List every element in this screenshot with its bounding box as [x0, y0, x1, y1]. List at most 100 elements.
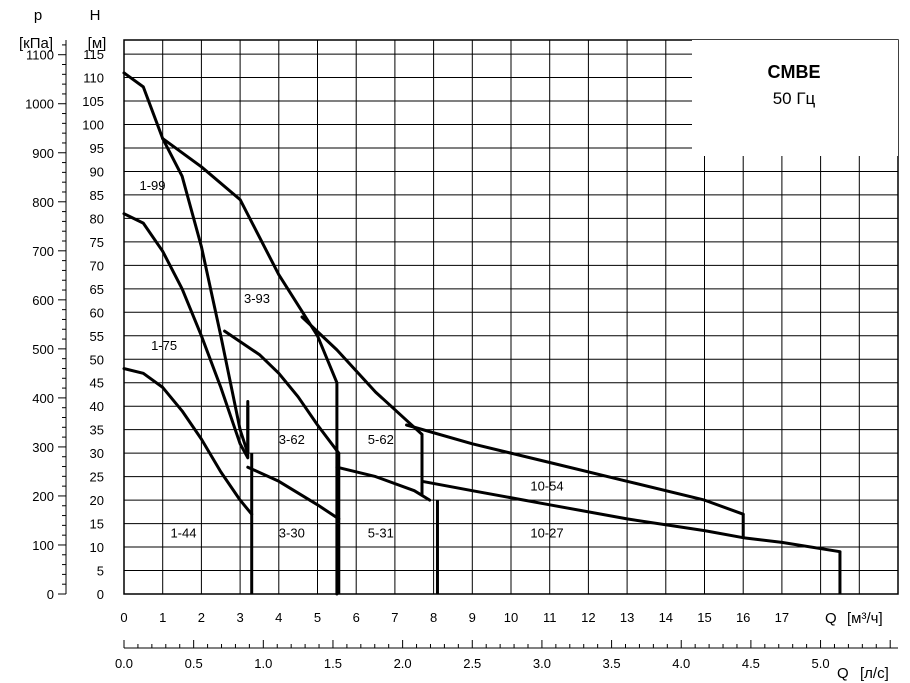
- curve-1-99: [122, 71, 250, 455]
- curve-label-3-30: 3-30: [279, 526, 305, 541]
- flow-m3h-tick-label: 5: [314, 610, 321, 625]
- flow-ls-tick-label: 1.5: [324, 656, 342, 671]
- flow-ls-tick-label: 0.5: [185, 656, 203, 671]
- curve-label-1-44: 1-44: [170, 526, 196, 541]
- flow-m3h-tick-label: 6: [353, 610, 360, 625]
- pressure-tick-label: 100: [32, 538, 54, 553]
- pressure-tick-label: 400: [32, 391, 54, 406]
- flow-ls-axis: 0.0 0.5 1.0 1.5 2.0 2.5 3.0 3.5 4.0 4.5 5.0: [115, 640, 898, 671]
- head-axis-unit: [м]: [88, 35, 107, 52]
- head-tick-label: 5: [97, 564, 104, 579]
- curve-1-75: [122, 212, 250, 460]
- flow-m3h-tick-label: 7: [391, 610, 398, 625]
- plot-frame: [123, 39, 899, 595]
- curve-labels: 1-99 1-75 1-44 3-93 3-62 3-30 5-62 5-31 10-54 10-…: [139, 178, 563, 540]
- pressure-tick-label: 800: [32, 195, 54, 210]
- curve-10-27: [420, 479, 842, 554]
- head-tick-label: 105: [82, 94, 104, 109]
- head-tick-label: 80: [90, 211, 104, 226]
- head-tick-label: 85: [90, 188, 104, 203]
- flow-ls-tick-label: 0.0: [115, 656, 133, 671]
- curve-label-3-62: 3-62: [279, 432, 305, 447]
- curve-1-44: [122, 367, 254, 516]
- flow-m3h-tick-label: 3: [236, 610, 243, 625]
- flow-m3h-tick-label: 0: [120, 610, 127, 625]
- head-axis: 0 5 10 15 20 25 30 35 40 45 50 55 60 65 70 75 80 85 90 95 10…: [82, 47, 104, 602]
- curve-label-10-27: 10-27: [530, 526, 563, 541]
- head-tick-label: 45: [90, 376, 104, 391]
- flow-m3h-tick-label: 11: [543, 610, 557, 625]
- flow-m3h-tick-label: 8: [430, 610, 437, 625]
- head-tick-label: 75: [90, 235, 104, 250]
- flow-m3h-tick-label: 12: [581, 610, 595, 625]
- head-tick-label: 100: [82, 118, 104, 133]
- flow-ls-tick-label: 3.5: [603, 656, 621, 671]
- head-tick-label: 115: [83, 47, 104, 62]
- curve-label-3-93: 3-93: [244, 291, 270, 306]
- head-tick-label: 25: [90, 470, 104, 485]
- pressure-tick-label: 500: [32, 342, 54, 357]
- head-tick-label: 90: [90, 164, 104, 179]
- head-tick-label: 30: [90, 446, 104, 461]
- flow-ls-tick-label: 4.0: [672, 656, 690, 671]
- head-tick-label: 55: [90, 329, 104, 344]
- curve-label-1-99: 1-99: [139, 178, 165, 193]
- head-tick-label: 0: [97, 587, 104, 602]
- chart-title: CMBE: [768, 62, 821, 82]
- flow-ls-tick-label: 5.0: [812, 656, 830, 671]
- pressure-tick-label: 600: [32, 293, 54, 308]
- flow-m3h-axis: 0 1 2 3 4 5 6 7 8 9 10 11 12 13 14 15 16 17: [120, 610, 789, 625]
- pressure-tick-label: 1000: [25, 97, 54, 112]
- head-tick-label: 40: [90, 399, 104, 414]
- pressure-tick-label: 0: [47, 587, 54, 602]
- pressure-tick-label: 900: [32, 146, 54, 161]
- flow-m3h-tick-label: 16: [736, 610, 750, 625]
- flow-m3h-tick-label: 14: [659, 610, 673, 625]
- curve-10-54: [405, 423, 745, 516]
- head-tick-label: 35: [90, 423, 104, 438]
- head-tick-label: 95: [90, 141, 104, 156]
- chart-subtitle: 50 Гц: [773, 89, 816, 108]
- pressure-tick-label: 700: [32, 244, 54, 259]
- curve-label-5-31: 5-31: [368, 526, 394, 541]
- head-tick-label: 50: [90, 352, 104, 367]
- flow-m3h-tick-label: 1: [159, 610, 166, 625]
- head-axis-symbol: H: [90, 7, 101, 24]
- flow-m3h-tick-label: 2: [198, 610, 205, 625]
- flow-ls-axis-unit: [л/с]: [860, 665, 889, 682]
- curve-label-5-62: 5-62: [368, 432, 394, 447]
- flow-m3h-tick-label: 15: [697, 610, 711, 625]
- curve-5-31: [335, 465, 432, 502]
- flow-m3h-tick-label: 4: [275, 610, 282, 625]
- pressure-tick-label: 200: [32, 489, 54, 504]
- pressure-axis: 0 100 200 300 400 500 600 700 800 900 1000 1100: [25, 40, 67, 602]
- head-tick-label: 70: [90, 258, 104, 273]
- curve-5-62: [300, 315, 424, 436]
- flow-ls-axis-label: Q: [837, 665, 849, 682]
- flow-ls-tick-label: 1.0: [254, 656, 272, 671]
- flow-m3h-tick-label: 9: [469, 610, 476, 625]
- pressure-axis-symbol: p: [34, 7, 42, 24]
- flow-ls-tick-label: 2.0: [394, 656, 412, 671]
- flow-ls-tick-label: 4.5: [742, 656, 760, 671]
- plot-border: [123, 39, 899, 595]
- head-tick-label: 20: [90, 493, 104, 508]
- flow-m3h-tick-label: 17: [775, 610, 789, 625]
- chart-title-box: [692, 40, 898, 156]
- pressure-axis-unit: [кПа]: [19, 35, 53, 52]
- head-tick-label: 10: [90, 540, 104, 555]
- flow-ls-tick-label: 2.5: [463, 656, 481, 671]
- flow-ls-tick-label: 3.0: [533, 656, 551, 671]
- pressure-tick-label: 300: [32, 440, 54, 455]
- flow-m3h-axis-label: Q: [825, 610, 837, 627]
- pressure-tick-label: 1100: [26, 48, 54, 63]
- curve-3-30: [246, 465, 341, 521]
- head-tick-label: 15: [90, 517, 104, 532]
- flow-m3h-axis-unit: [м³/ч]: [847, 610, 883, 627]
- flow-m3h-tick-label: 13: [620, 610, 634, 625]
- curve-3-93: [161, 137, 339, 596]
- curve-3-62: [223, 329, 341, 455]
- head-tick-label: 110: [83, 71, 104, 86]
- curve-label-1-75: 1-75: [151, 338, 177, 353]
